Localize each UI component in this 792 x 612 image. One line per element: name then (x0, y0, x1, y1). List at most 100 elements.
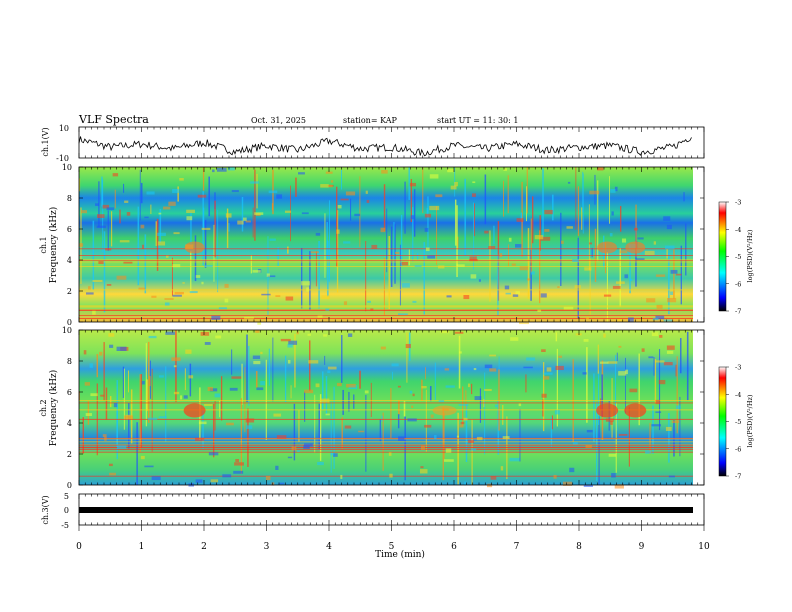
spectral-speckle (304, 389, 314, 394)
colorbar-tick-label: -4 (735, 226, 741, 234)
spectral-speckle (510, 337, 519, 341)
spectral-speckle (90, 393, 98, 397)
spectral-speckle (663, 319, 673, 322)
spectral-speckle (303, 445, 310, 449)
spectral-speckle (530, 271, 535, 275)
spectral-speckle (330, 180, 334, 183)
spectral-speckle (185, 349, 192, 354)
spectral-speckle (430, 414, 434, 418)
spectral-speckle (83, 350, 87, 355)
spectral-speckle (256, 387, 264, 391)
spectral-speckle (380, 227, 386, 233)
spectral-speckle (287, 344, 293, 348)
spectral-speckle (534, 235, 544, 240)
colorbar-tick-label: -5 (735, 253, 741, 261)
spectral-speckle (317, 315, 323, 318)
spectral-speckle (261, 293, 271, 296)
spectral-speckle (641, 348, 645, 352)
spectral-speckle (454, 181, 458, 187)
spectral-speckle (502, 436, 510, 439)
spectral-speckle (273, 413, 282, 417)
spectral-speckle (589, 190, 600, 195)
spectral-speckle (157, 241, 166, 246)
spectral-speckle (229, 387, 238, 391)
spectral-speckle (182, 282, 185, 284)
spectral-speckle (527, 278, 531, 281)
spectral-speckle (141, 380, 145, 385)
emission-blob (596, 403, 619, 418)
spectral-speckle (336, 382, 342, 387)
spectral-speckle (92, 279, 103, 283)
spectral-speckle (398, 313, 408, 315)
spectral-speckle (610, 421, 613, 425)
spectral-speckle (172, 264, 181, 268)
spectral-speckle (516, 218, 524, 222)
spectral-speckle (519, 266, 529, 271)
spectral-speckle (231, 190, 239, 193)
spectral-speckle (663, 362, 673, 366)
spectral-speckle (227, 167, 235, 171)
colorbar-tick-label: -4 (735, 391, 741, 399)
spectral-speckle (468, 440, 475, 443)
spectral-speckle (224, 283, 229, 288)
spectral-speckle (380, 346, 386, 350)
spectral-speckle (611, 473, 616, 478)
spectral-speckle (88, 286, 91, 290)
spectral-speckle (140, 224, 145, 229)
spectral-speckle (370, 308, 374, 311)
spectral-speckle (583, 484, 593, 487)
spectral-speckle (597, 167, 604, 171)
ytick-label: 8 (67, 194, 72, 203)
spectral-speckle (474, 396, 482, 401)
ytick-label: 10 (62, 326, 72, 335)
spectral-speckle (389, 473, 393, 478)
spectral-speckle (85, 292, 94, 295)
spectral-speckle (186, 216, 193, 221)
spectral-speckle (489, 354, 496, 357)
spectral-speckle (391, 363, 399, 367)
spectral-speckle (645, 450, 652, 454)
spectral-speckle (405, 343, 411, 349)
spectral-speckle (624, 274, 629, 279)
spectral-speckle (438, 400, 445, 403)
spectral-speckle (165, 331, 175, 335)
spectral-speckle (394, 251, 400, 255)
spectral-speckle (429, 174, 439, 179)
ch2-spectrogram-heatmap (79, 330, 693, 485)
spectral-speckle (609, 233, 613, 237)
spectral-speckle (195, 275, 201, 278)
spectral-speckle (589, 242, 592, 245)
spectral-speckle (81, 210, 88, 214)
spectral-speckle (584, 267, 592, 271)
spectral-speckle (214, 393, 221, 398)
spectral-speckle (472, 181, 476, 184)
time-tick-label: 0 (76, 542, 82, 552)
spectral-speckle (635, 258, 645, 260)
ytick-label: 2 (67, 450, 72, 459)
spectral-speckle (253, 360, 261, 365)
ch1-waveform-ylabel: ch.1(V) (41, 127, 50, 156)
spectral-speckle (614, 186, 618, 192)
spectral-speckle (343, 241, 351, 244)
spectral-speckle (667, 297, 677, 303)
spectral-speckle (511, 263, 516, 266)
ytick-label: 4 (67, 419, 72, 428)
spectral-speckle (320, 184, 329, 188)
spectral-speckle (655, 315, 665, 320)
spectral-speckle (611, 211, 614, 216)
spectral-speckle (224, 298, 229, 303)
spectral-speckle (585, 444, 592, 448)
spectral-speckle (655, 411, 662, 413)
spectral-speckle (666, 224, 672, 230)
spectral-speckle (98, 261, 104, 264)
spectral-speckle (144, 465, 154, 468)
spectral-speckle (325, 171, 333, 174)
spectral-speckle (195, 437, 205, 441)
spectral-speckle (204, 403, 213, 407)
spectral-speckle (288, 340, 298, 345)
spectral-speckle (655, 360, 665, 363)
ch1-waveform-panel: 10 -10 ch.1(V) (41, 124, 705, 163)
spectral-speckle (222, 474, 232, 478)
spectral-speckle (237, 220, 244, 225)
time-tick-label: 9 (639, 542, 645, 552)
